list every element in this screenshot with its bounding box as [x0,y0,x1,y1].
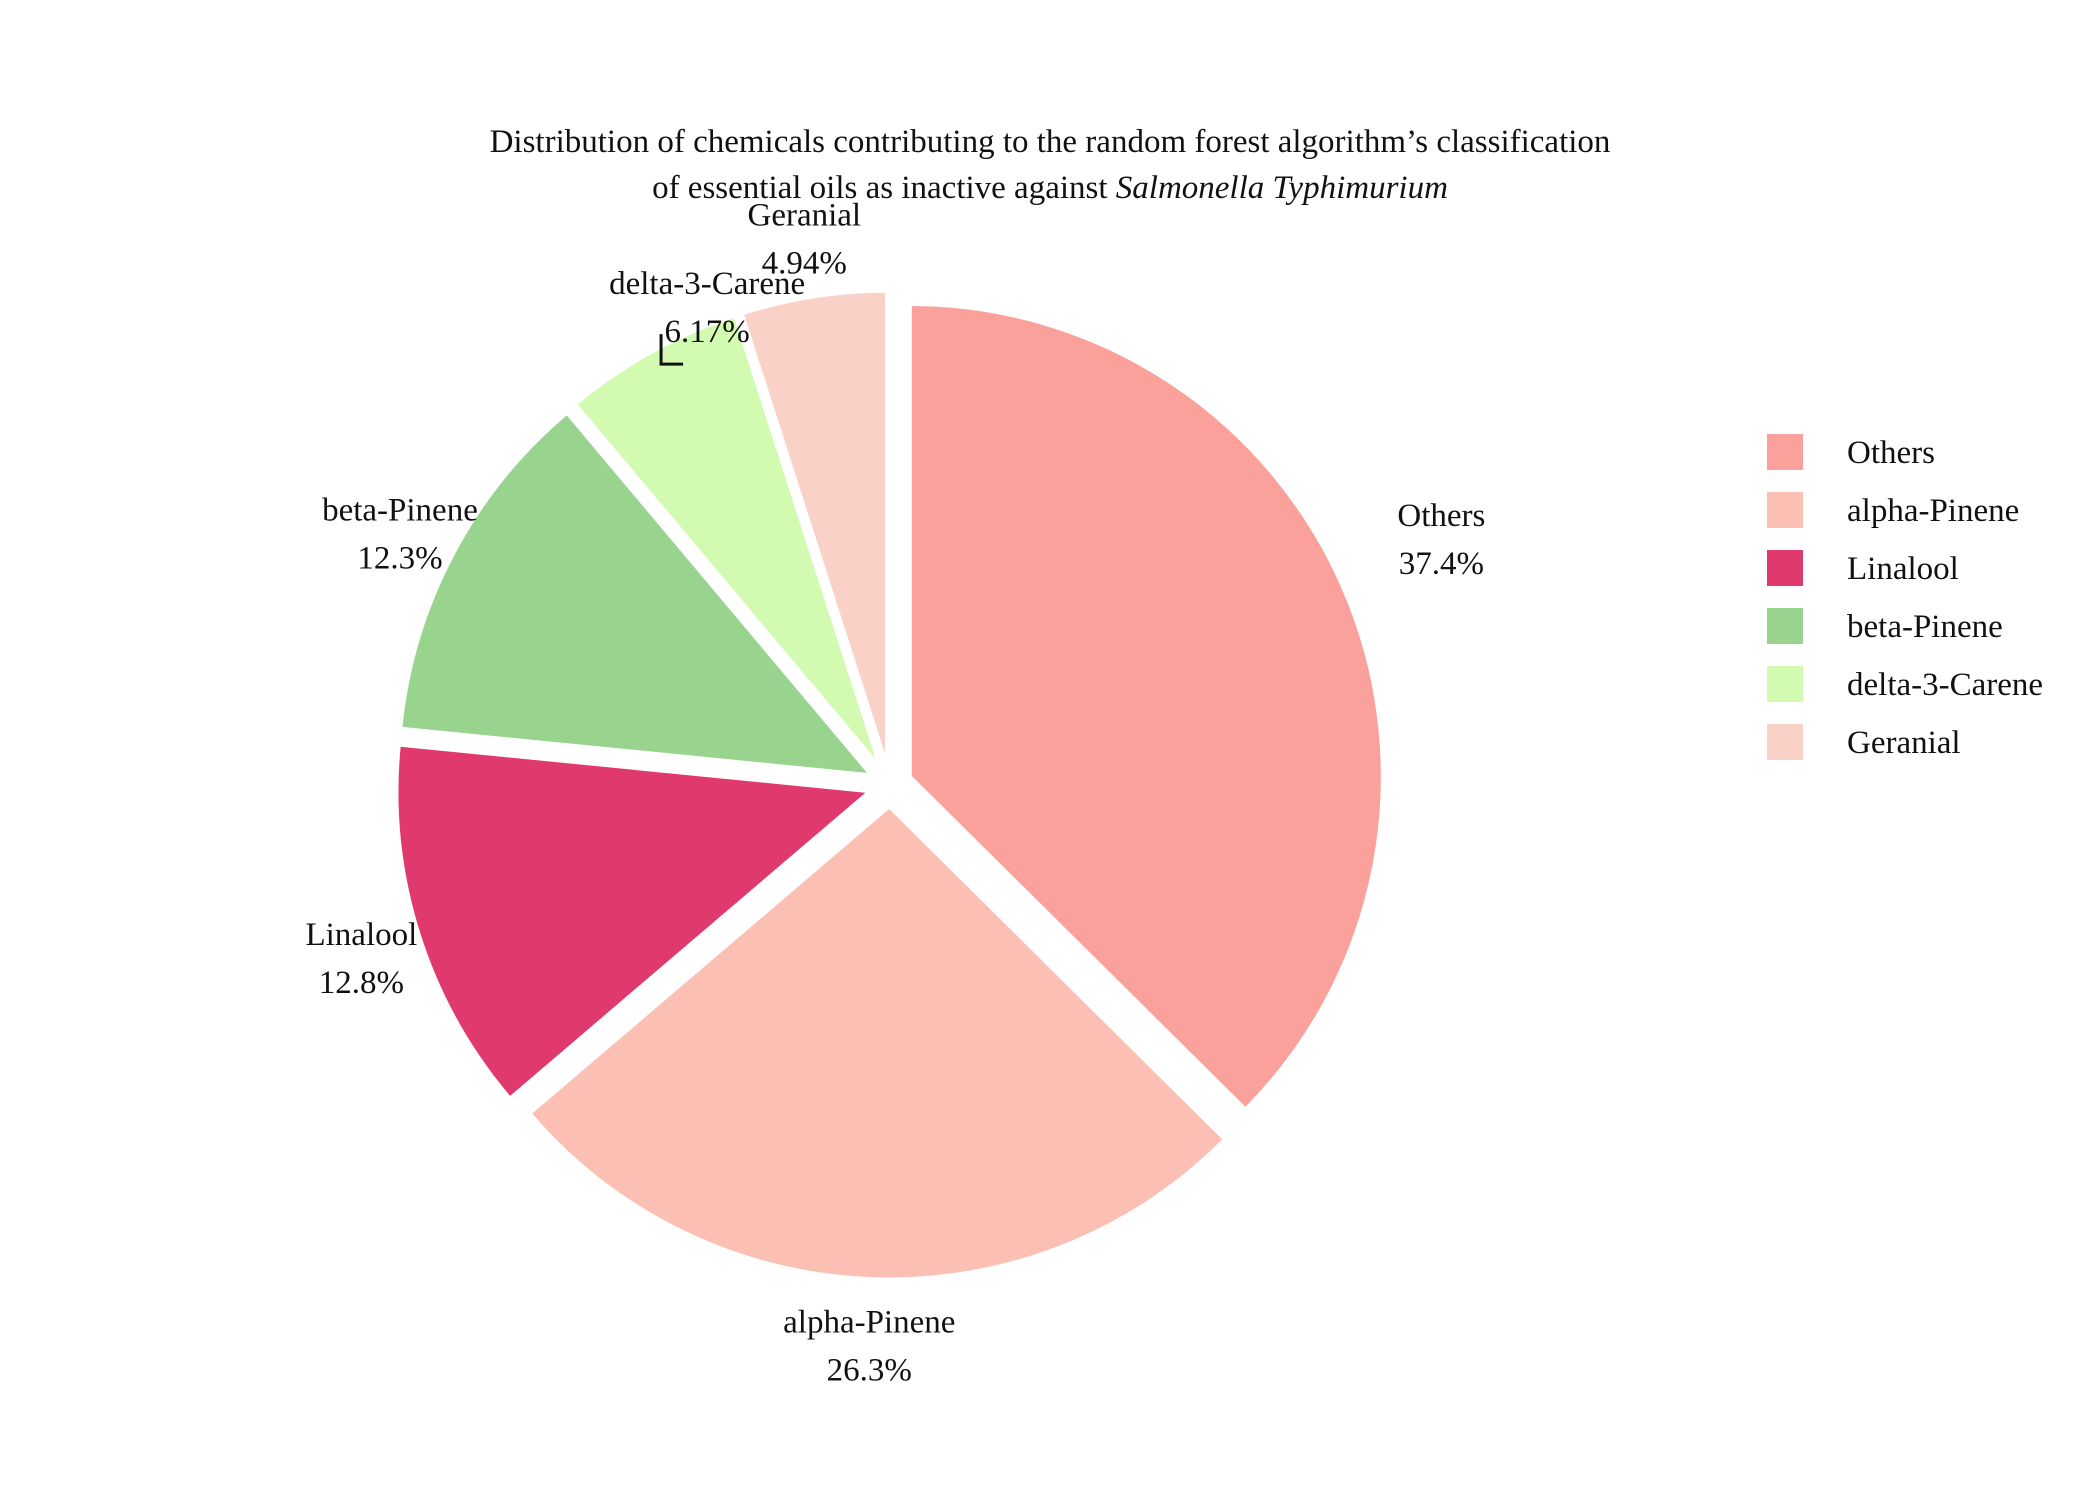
slice-label-alpha-pinene: alpha-Pinene 26.3% [783,1305,955,1389]
legend-swatch [1767,666,1803,702]
slice-label-percent: 4.94% [762,246,847,282]
legend-swatch [1767,492,1803,528]
pie-slices [395,289,1384,1281]
legend-item-others[interactable]: Others [1767,434,1935,471]
legend-item-delta-3-carene[interactable]: delta-3-Carene [1767,666,2043,703]
legend-swatch [1767,434,1803,470]
legend-label: Linalool [1847,551,1959,587]
slice-label-percent: 12.8% [319,965,404,1001]
legend-item-linalool[interactable]: Linalool [1767,550,1959,587]
leader-line-delta-3-carene [659,334,684,366]
legend-swatch [1767,550,1803,586]
pie-labels: Others 37.4% alpha-Pinene 26.3% Linalool 12.8… [305,198,1485,1389]
slice-label-delta-3-carene: delta-3-Carene 6.17% [609,266,805,350]
slice-label-name: delta-3-Carene [609,266,805,302]
chart-title-line2-prefix: of essential oils as inactive against [652,170,1116,206]
slice-label-percent: 6.17% [665,314,750,350]
slice-label-percent: 37.4% [1399,546,1484,582]
legend-swatch [1767,608,1803,644]
pie-slice-delta-3-carene [573,314,881,767]
chart-title-line2-italic: Salmonella Typhimurium [1116,170,1448,206]
slice-label-name: beta-Pinene [322,493,478,529]
slice-label-name: alpha-Pinene [783,1305,955,1341]
legend-label: beta-Pinene [1847,609,2003,645]
chart-title: Distribution of chemicals contributing t… [490,124,1611,206]
pie-slice-geranial [740,289,889,764]
slice-label-name: Others [1397,498,1485,534]
legend-item-geranial[interactable]: Geranial [1767,724,1961,761]
slice-label-percent: 26.3% [827,1353,912,1389]
chart-title-line2: of essential oils as inactive against Sa… [652,170,1448,206]
legend-label: delta-3-Carene [1847,667,2043,703]
legend-label: alpha-Pinene [1847,493,2019,529]
legend-swatch [1767,724,1803,760]
pie-slice-linalool [395,743,873,1101]
pie-slice-others [908,303,1384,1112]
slice-label-percent: 12.3% [357,541,442,577]
slice-label-name: Linalool [305,917,417,953]
slice-label-beta-pinene: beta-Pinene 12.3% [322,493,478,577]
legend-label: Geranial [1847,725,1961,761]
pie-slice-alpha-pinene [528,804,1227,1281]
pie-slice-beta-pinene [399,411,875,777]
slice-label-others: Others 37.4% [1397,498,1485,582]
slice-label-linalool: Linalool 12.8% [305,917,417,1001]
legend-item-beta-pinene[interactable]: beta-Pinene [1767,608,2003,645]
slice-label-geranial: Geranial 4.94% [747,198,861,282]
legend-item-alpha-pinene[interactable]: alpha-Pinene [1767,492,2019,529]
legend-label: Others [1847,435,1935,471]
chart-title-line1: Distribution of chemicals contributing t… [490,124,1611,160]
slice-label-name: Geranial [747,198,861,234]
legend: Others alpha-Pinene Linalool beta-Pinene del… [1767,434,2043,761]
